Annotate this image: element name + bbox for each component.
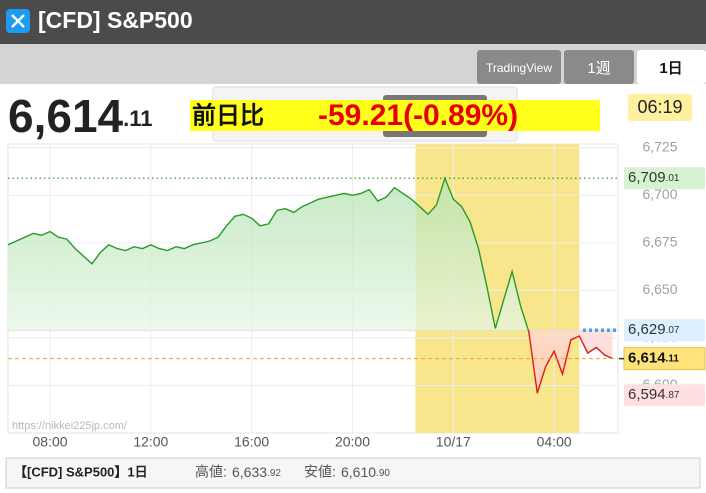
x-tick-label: 20:00 — [335, 434, 370, 450]
price: 6,614.11 — [8, 90, 153, 142]
price-tag-label: 6,629.07 — [628, 321, 680, 338]
y-tick-label: 6,700 — [642, 186, 677, 202]
tab-label: 1日 — [659, 60, 682, 77]
change-value: -59.21(-0.89%) — [318, 99, 518, 132]
price-tag — [624, 167, 705, 190]
change-highlight — [190, 100, 600, 131]
x-tick-label: 10/17 — [436, 434, 471, 450]
price-tag-label: 6,594.87 — [628, 386, 680, 403]
y-tick-label: 6,650 — [642, 281, 677, 297]
page-title: [CFD] S&P500 — [38, 7, 193, 33]
y-tick-label: 6,675 — [642, 234, 677, 250]
tab-active[interactable] — [637, 50, 706, 84]
decimal-part: .92 — [267, 468, 281, 479]
x-icon-glyph — [11, 14, 25, 28]
integer-part: 6,629 — [628, 321, 666, 338]
tab[interactable] — [564, 50, 634, 84]
integer-part: 6,614 — [628, 350, 666, 367]
tab-label: 1週 — [587, 60, 610, 77]
header-bar — [0, 0, 706, 44]
decimal-part: .07 — [666, 325, 680, 336]
footer-bar — [5, 457, 701, 489]
price-tag — [624, 319, 705, 342]
price-tag-label: 6,709.01 — [628, 169, 680, 186]
time: 06:19 — [637, 97, 682, 117]
integer-part: 6,709 — [628, 169, 666, 186]
price-tag — [624, 384, 705, 407]
x-tick-label: 12:00 — [133, 434, 168, 450]
source-watermark: https://nikkei225jp.com/ — [12, 420, 128, 432]
decimal-part: .87 — [666, 390, 680, 401]
footer-high-label: 高値: — [195, 464, 227, 480]
x-tick-label: 08:00 — [32, 434, 67, 450]
x-tick-label: 16:00 — [234, 434, 269, 450]
footer-name: 【[CFD] S&P500】1日 — [14, 464, 148, 479]
integer-part: 6,633 — [232, 464, 267, 480]
price-line — [8, 176, 613, 394]
footer-low-label: 安値: — [304, 464, 336, 480]
integer-part: 6,614 — [8, 90, 124, 142]
price-tag-label: 6,614.11 — [628, 350, 679, 367]
x-tick-label: 04:00 — [537, 434, 572, 450]
footer-high: 6,633.92 — [232, 464, 281, 480]
footer-low: 6,610.90 — [341, 464, 390, 480]
chart: https://nikkei225jp.com/ — [7, 143, 619, 434]
decimal-part: .11 — [666, 353, 680, 364]
tab-label: TradingView — [486, 61, 552, 75]
area — [8, 178, 613, 394]
decimal-part: .90 — [376, 468, 390, 479]
change-label: 前日比 — [192, 101, 264, 129]
tab[interactable] — [477, 50, 561, 84]
integer-part: 6,610 — [341, 464, 376, 480]
time-box — [628, 94, 692, 121]
decimal-part: .01 — [666, 173, 680, 184]
integer-part: 6,594 — [628, 386, 666, 403]
y-tick-label: 6,725 — [642, 139, 677, 155]
decimal-part: .11 — [123, 106, 152, 131]
